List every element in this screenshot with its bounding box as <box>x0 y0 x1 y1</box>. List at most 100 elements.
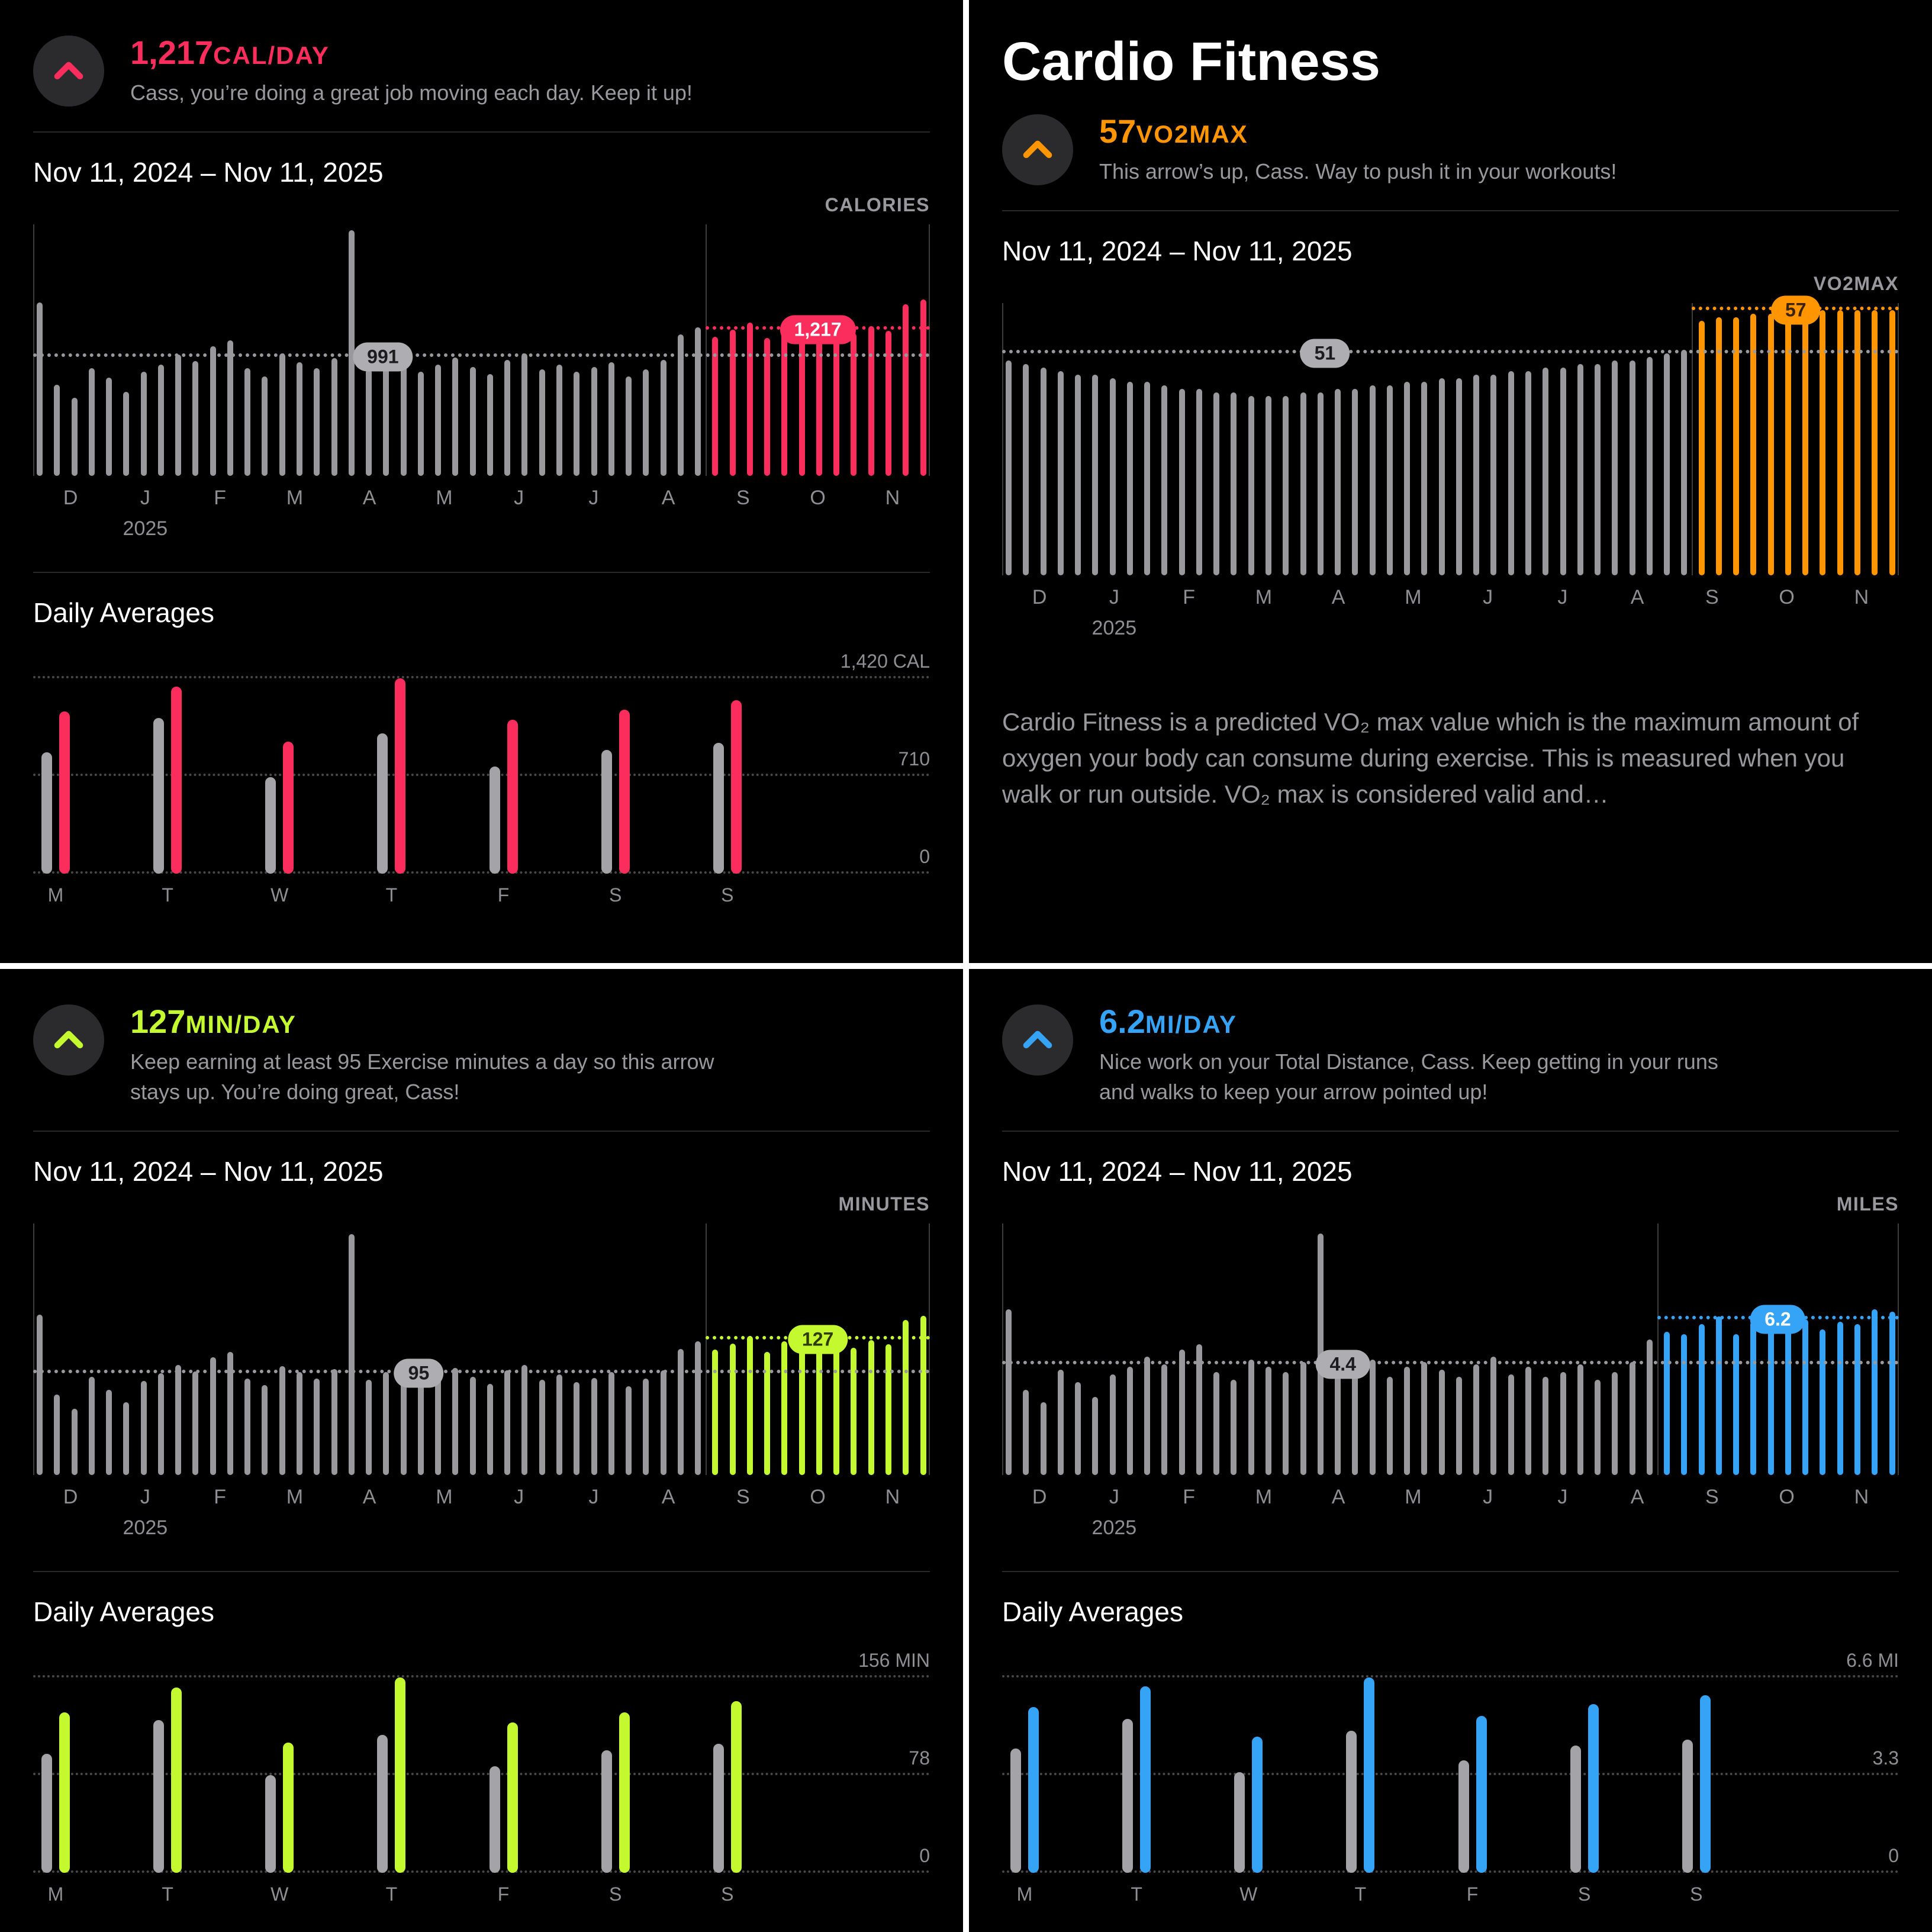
divider <box>33 131 930 133</box>
average-badge: 991 <box>353 342 413 372</box>
day-group: S <box>601 1677 630 1905</box>
year-label: 2025 <box>1091 1516 1137 1540</box>
axis-line <box>1898 302 1899 575</box>
divider <box>1002 1571 1899 1573</box>
average-line <box>1002 349 1899 353</box>
panel-distance-trend: 6.2MI/DAY Nice work on your Total Distan… <box>969 969 1932 1932</box>
day-group: M <box>41 678 70 906</box>
daily-averages-title: Daily Averages <box>33 1596 214 1628</box>
axis-label: 78 <box>909 1747 930 1769</box>
day-group: T <box>153 1677 182 1905</box>
trend-arrow-up-icon <box>33 36 104 107</box>
day-group: T <box>153 678 182 906</box>
headline-value: 1,217 <box>130 34 214 71</box>
date-range: Nov 11, 2024 – Nov 11, 2025 <box>33 156 384 188</box>
highlight-start-line <box>1657 1223 1659 1476</box>
day-group: S <box>1570 1677 1599 1905</box>
axis-line <box>929 1223 930 1476</box>
recent-average-badge: 127 <box>787 1325 848 1354</box>
daily-averages-chart[interactable]: 1,420 CAL 710 0 M T W T F S S <box>33 651 930 906</box>
day-group: T <box>377 678 406 906</box>
day-group: W <box>265 1677 294 1905</box>
day-label: T <box>385 1883 398 1905</box>
trend-header-text: 1,217CAL/DAY Cass, you’re doing a great … <box>130 34 693 108</box>
day-label: S <box>721 884 734 906</box>
axis-line <box>1898 1223 1899 1476</box>
gridline <box>33 1773 930 1776</box>
chart-unit-label: CALORIES <box>825 194 930 215</box>
day-label: F <box>497 1883 510 1905</box>
day-label: W <box>271 1883 289 1905</box>
panel-move-trend: 1,217CAL/DAY Cass, you’re doing a great … <box>0 0 963 963</box>
day-group: W <box>265 678 294 906</box>
headline-unit: MIN/DAY <box>185 1010 297 1038</box>
yearly-trend-chart[interactable]: 991 1,217 <box>33 224 930 476</box>
axis-label: 6.6 MI <box>1846 1650 1899 1672</box>
yearly-trend-chart[interactable]: 95 127 <box>33 1223 930 1476</box>
day-label: W <box>1239 1883 1258 1905</box>
month-axis: D J F M A M J J A S O N 2025 <box>63 486 900 540</box>
day-label: F <box>1466 1883 1479 1905</box>
day-group: M <box>41 1677 70 1905</box>
headline-value: 57 <box>1099 112 1136 150</box>
divider <box>33 571 930 573</box>
day-label: T <box>1354 1883 1367 1905</box>
headline: 57VO2MAX <box>1099 114 1617 149</box>
average-line <box>1002 1361 1899 1365</box>
cardio-fitness-description: Cardio Fitness is a predicted VO₂ max va… <box>1002 707 1859 808</box>
day-label: T <box>162 884 173 906</box>
axis-label: 156 MIN <box>858 1650 930 1672</box>
recent-average-badge: 57 <box>1770 295 1821 325</box>
bar-series <box>37 1223 926 1476</box>
page-title: Cardio Fitness <box>1002 31 1381 92</box>
day-group: S <box>1682 1677 1711 1905</box>
day-group: F <box>489 1677 518 1905</box>
yearly-trend-chart[interactable]: 51 57 <box>1002 295 1899 575</box>
average-badge: 95 <box>394 1358 444 1388</box>
gridline <box>1002 1675 1899 1678</box>
panel-exercise-trend: 127MIN/DAY Keep earning at least 95 Exer… <box>0 969 963 1932</box>
day-group: T <box>1346 1677 1375 1905</box>
day-label: M <box>47 884 64 906</box>
daily-averages-chart[interactable]: 6.6 MI 3.3 0 M T W T F S S <box>1002 1650 1899 1905</box>
axis-line <box>33 224 34 476</box>
axis-label: 0 <box>919 845 930 867</box>
headline: 1,217CAL/DAY <box>130 34 693 71</box>
month-axis: D J F M A M J J A S O N 2025 <box>63 1486 900 1540</box>
date-range: Nov 11, 2024 – Nov 11, 2025 <box>1002 235 1353 266</box>
headline: 6.2MI/DAY <box>1099 1004 1738 1039</box>
gridline <box>33 871 930 874</box>
gridline <box>33 675 930 678</box>
trend-message: Keep earning at least 95 Exercise minute… <box>130 1049 714 1104</box>
day-label: T <box>1131 1883 1142 1905</box>
headline: 127MIN/DAY <box>130 1004 769 1039</box>
trend-header: 6.2MI/DAY Nice work on your Total Distan… <box>1002 1004 1899 1107</box>
axis-label: 0 <box>919 1845 930 1867</box>
bar-series <box>37 224 926 476</box>
daily-averages-title: Daily Averages <box>33 597 214 628</box>
axis-line <box>929 224 930 476</box>
average-line <box>33 1370 930 1374</box>
gridline <box>1002 1870 1899 1873</box>
average-badge: 51 <box>1300 339 1350 368</box>
highlight-start-line <box>706 224 707 476</box>
daily-averages-title: Daily Averages <box>1002 1596 1183 1628</box>
day-group: S <box>601 678 630 906</box>
panel-cardio-fitness: Cardio Fitness 57VO2MAX This arrow’s up,… <box>969 0 1932 963</box>
trend-arrow-up-icon <box>33 1004 104 1076</box>
daily-averages-chart[interactable]: 156 MIN 78 0 M T W T F S S <box>33 1650 930 1905</box>
trend-message: This arrow’s up, Cass. Way to push it in… <box>1099 159 1617 183</box>
day-group: F <box>489 678 518 906</box>
gridline <box>1002 1773 1899 1776</box>
axis-label: 3.3 <box>1872 1747 1899 1769</box>
gridline <box>33 773 930 776</box>
trend-arrow-up-icon <box>1002 114 1073 185</box>
headline-unit: MI/DAY <box>1145 1010 1238 1038</box>
yearly-trend-chart[interactable]: 4.4 6.2 <box>1002 1223 1899 1476</box>
year-label: 2025 <box>123 1516 168 1540</box>
recent-average-badge: 6.2 <box>1750 1305 1805 1334</box>
day-group: S <box>713 1677 742 1905</box>
